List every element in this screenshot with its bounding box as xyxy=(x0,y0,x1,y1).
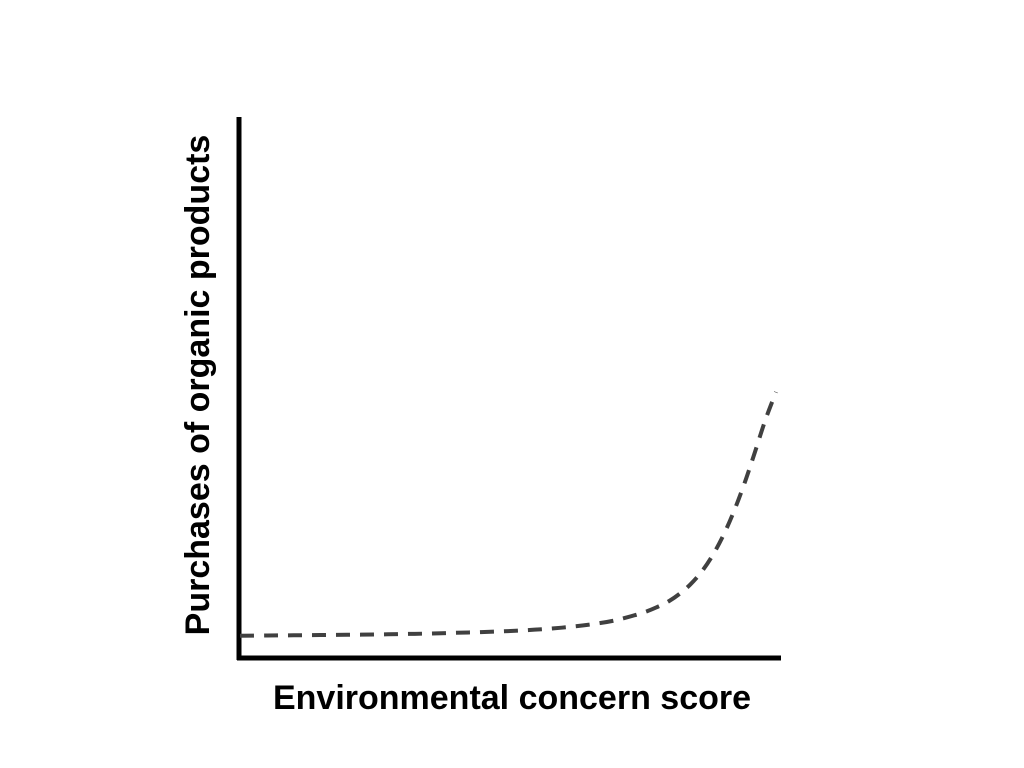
data-series-line xyxy=(239,391,778,638)
x-axis-label: Environmental concern score xyxy=(273,679,751,717)
y-axis-label: Purchases of organic products xyxy=(179,135,217,636)
